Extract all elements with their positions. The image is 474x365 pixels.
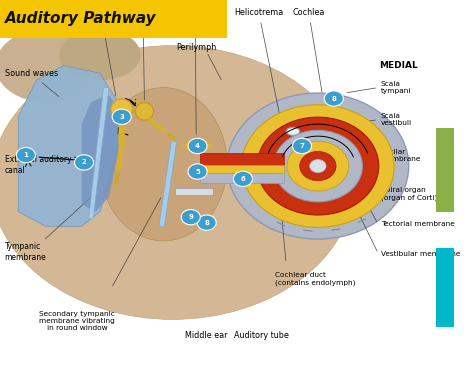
Circle shape [300, 151, 336, 181]
Ellipse shape [100, 88, 227, 241]
Text: Scala
tympani: Scala tympani [381, 81, 411, 94]
Text: 8: 8 [204, 220, 209, 226]
Text: 9: 9 [188, 214, 193, 220]
Ellipse shape [0, 46, 354, 319]
Text: 7: 7 [300, 143, 304, 149]
Circle shape [273, 130, 363, 202]
FancyArrowPatch shape [136, 101, 138, 103]
Text: 3: 3 [119, 114, 124, 120]
FancyArrowPatch shape [169, 135, 175, 141]
Circle shape [233, 171, 253, 187]
Ellipse shape [0, 29, 95, 102]
Text: External auditory
canal: External auditory canal [5, 155, 71, 175]
Polygon shape [159, 139, 177, 226]
FancyBboxPatch shape [200, 173, 284, 182]
Text: 4: 4 [195, 143, 200, 149]
Text: Perilymph: Perilymph [176, 43, 216, 52]
Text: Tympanic
membrane: Tympanic membrane [5, 242, 46, 262]
Ellipse shape [136, 103, 154, 120]
Circle shape [242, 105, 394, 227]
Circle shape [292, 138, 311, 154]
FancyBboxPatch shape [200, 165, 284, 173]
Text: Vestibular membrane: Vestibular membrane [381, 251, 460, 257]
Circle shape [112, 109, 131, 124]
FancyBboxPatch shape [0, 0, 436, 365]
Text: Basilar
membrane: Basilar membrane [381, 149, 421, 162]
Text: Helicotrema: Helicotrema [234, 8, 283, 129]
FancyBboxPatch shape [200, 153, 284, 165]
FancyArrowPatch shape [150, 120, 165, 131]
Text: Tectorial membrane: Tectorial membrane [381, 222, 454, 227]
Text: Malleus: Malleus [86, 8, 116, 96]
Text: 6: 6 [241, 176, 246, 182]
Circle shape [310, 160, 326, 173]
Text: Spiral organ
(organ of Corti): Spiral organ (organ of Corti) [381, 188, 437, 201]
Text: Sound waves: Sound waves [5, 69, 59, 97]
Text: 8: 8 [331, 96, 336, 101]
Ellipse shape [286, 127, 300, 135]
Text: Middle ear: Middle ear [185, 331, 228, 339]
Circle shape [227, 93, 409, 239]
Circle shape [257, 117, 379, 215]
Circle shape [324, 91, 343, 106]
Text: Auditory Pathway: Auditory Pathway [5, 11, 157, 27]
Polygon shape [89, 88, 109, 219]
Text: 1: 1 [23, 152, 28, 158]
Circle shape [181, 210, 201, 225]
Text: 5: 5 [195, 169, 200, 174]
FancyArrowPatch shape [118, 151, 121, 169]
Text: Secondary tympanic
membrane vibrating
in round window: Secondary tympanic membrane vibrating in… [39, 311, 115, 331]
Circle shape [188, 138, 207, 154]
Polygon shape [18, 66, 118, 226]
FancyBboxPatch shape [436, 128, 454, 212]
Circle shape [74, 155, 93, 170]
Polygon shape [82, 95, 118, 212]
Text: Scala
vestibuli: Scala vestibuli [381, 113, 412, 126]
FancyBboxPatch shape [436, 248, 454, 327]
Ellipse shape [111, 99, 133, 120]
Ellipse shape [59, 29, 141, 80]
Text: Auditory tube: Auditory tube [234, 331, 289, 339]
Circle shape [16, 147, 36, 163]
Circle shape [197, 215, 216, 230]
FancyBboxPatch shape [175, 188, 213, 195]
FancyArrowPatch shape [116, 174, 118, 183]
Text: Cochlea: Cochlea [292, 8, 325, 92]
Circle shape [188, 164, 207, 179]
FancyBboxPatch shape [0, 0, 227, 38]
Text: MEDIAL: MEDIAL [379, 61, 418, 70]
Text: 2: 2 [82, 160, 86, 165]
Text: Incus: Incus [133, 8, 154, 100]
Text: Stapes vibrating
in oval window: Stapes vibrating in oval window [164, 3, 227, 134]
Text: Cochlear duct
(contains endolymph): Cochlear duct (contains endolymph) [275, 273, 355, 286]
Circle shape [287, 141, 349, 191]
